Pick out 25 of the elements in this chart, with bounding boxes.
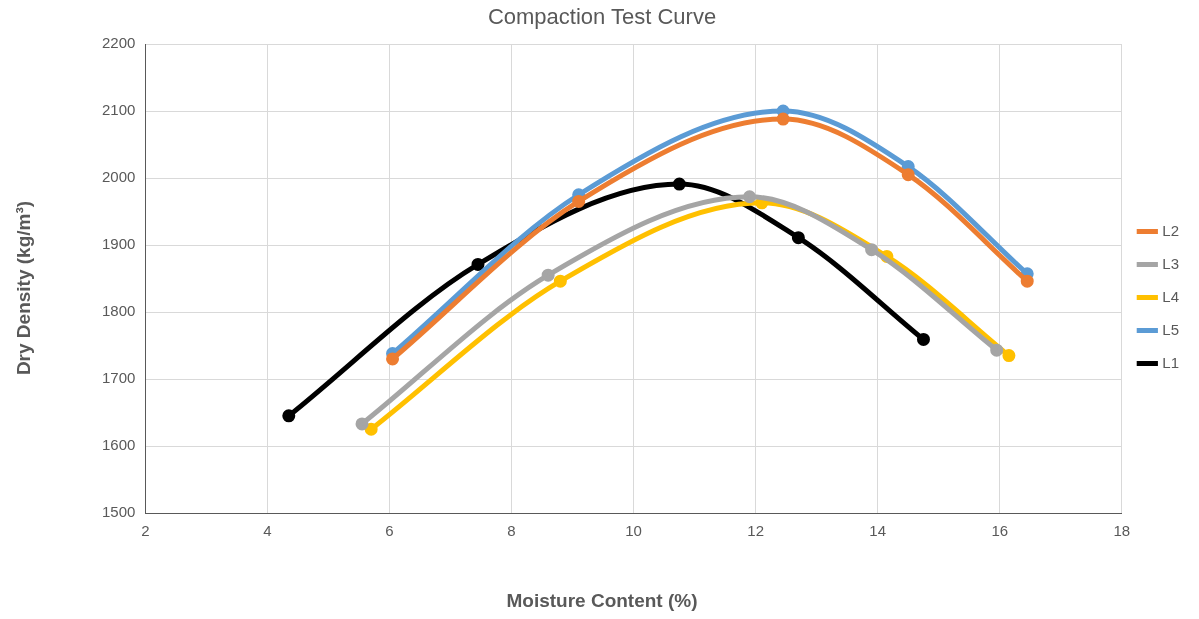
y-tick-label: 1700 <box>101 369 136 387</box>
y-tick-label: 1600 <box>101 436 136 454</box>
y-tick-label: 2100 <box>101 101 136 119</box>
legend-label: L1 <box>1162 353 1179 371</box>
x-tick-label: 6 <box>385 522 394 540</box>
x-tick-label: 10 <box>625 522 642 540</box>
legend-label: L2 <box>1162 221 1179 239</box>
x-tick-label: 14 <box>869 522 887 540</box>
y-tick-label: 2200 <box>101 34 136 52</box>
legend-label: L4 <box>1162 287 1179 305</box>
x-tick-label: 18 <box>1113 522 1131 540</box>
legend-label: L5 <box>1162 320 1179 338</box>
x-tick-label: 12 <box>747 522 764 540</box>
y-axis-title: Dry Density (kg/m³) <box>13 200 35 376</box>
x-tick-label: 8 <box>507 522 516 540</box>
x-tick-label: 16 <box>991 522 1009 540</box>
y-tick-label: 2000 <box>101 168 136 186</box>
y-tick-label: 1500 <box>101 503 136 521</box>
x-tick-label: 4 <box>263 522 272 540</box>
y-tick-label: 1800 <box>101 302 136 320</box>
y-tick-label: 1900 <box>101 235 136 253</box>
x-tick-label: 2 <box>141 522 150 540</box>
x-axis-title: Moisture Content (%) <box>505 590 699 612</box>
legend-label: L3 <box>1162 254 1179 272</box>
chart-title: Compaction Test Curve <box>486 4 718 30</box>
